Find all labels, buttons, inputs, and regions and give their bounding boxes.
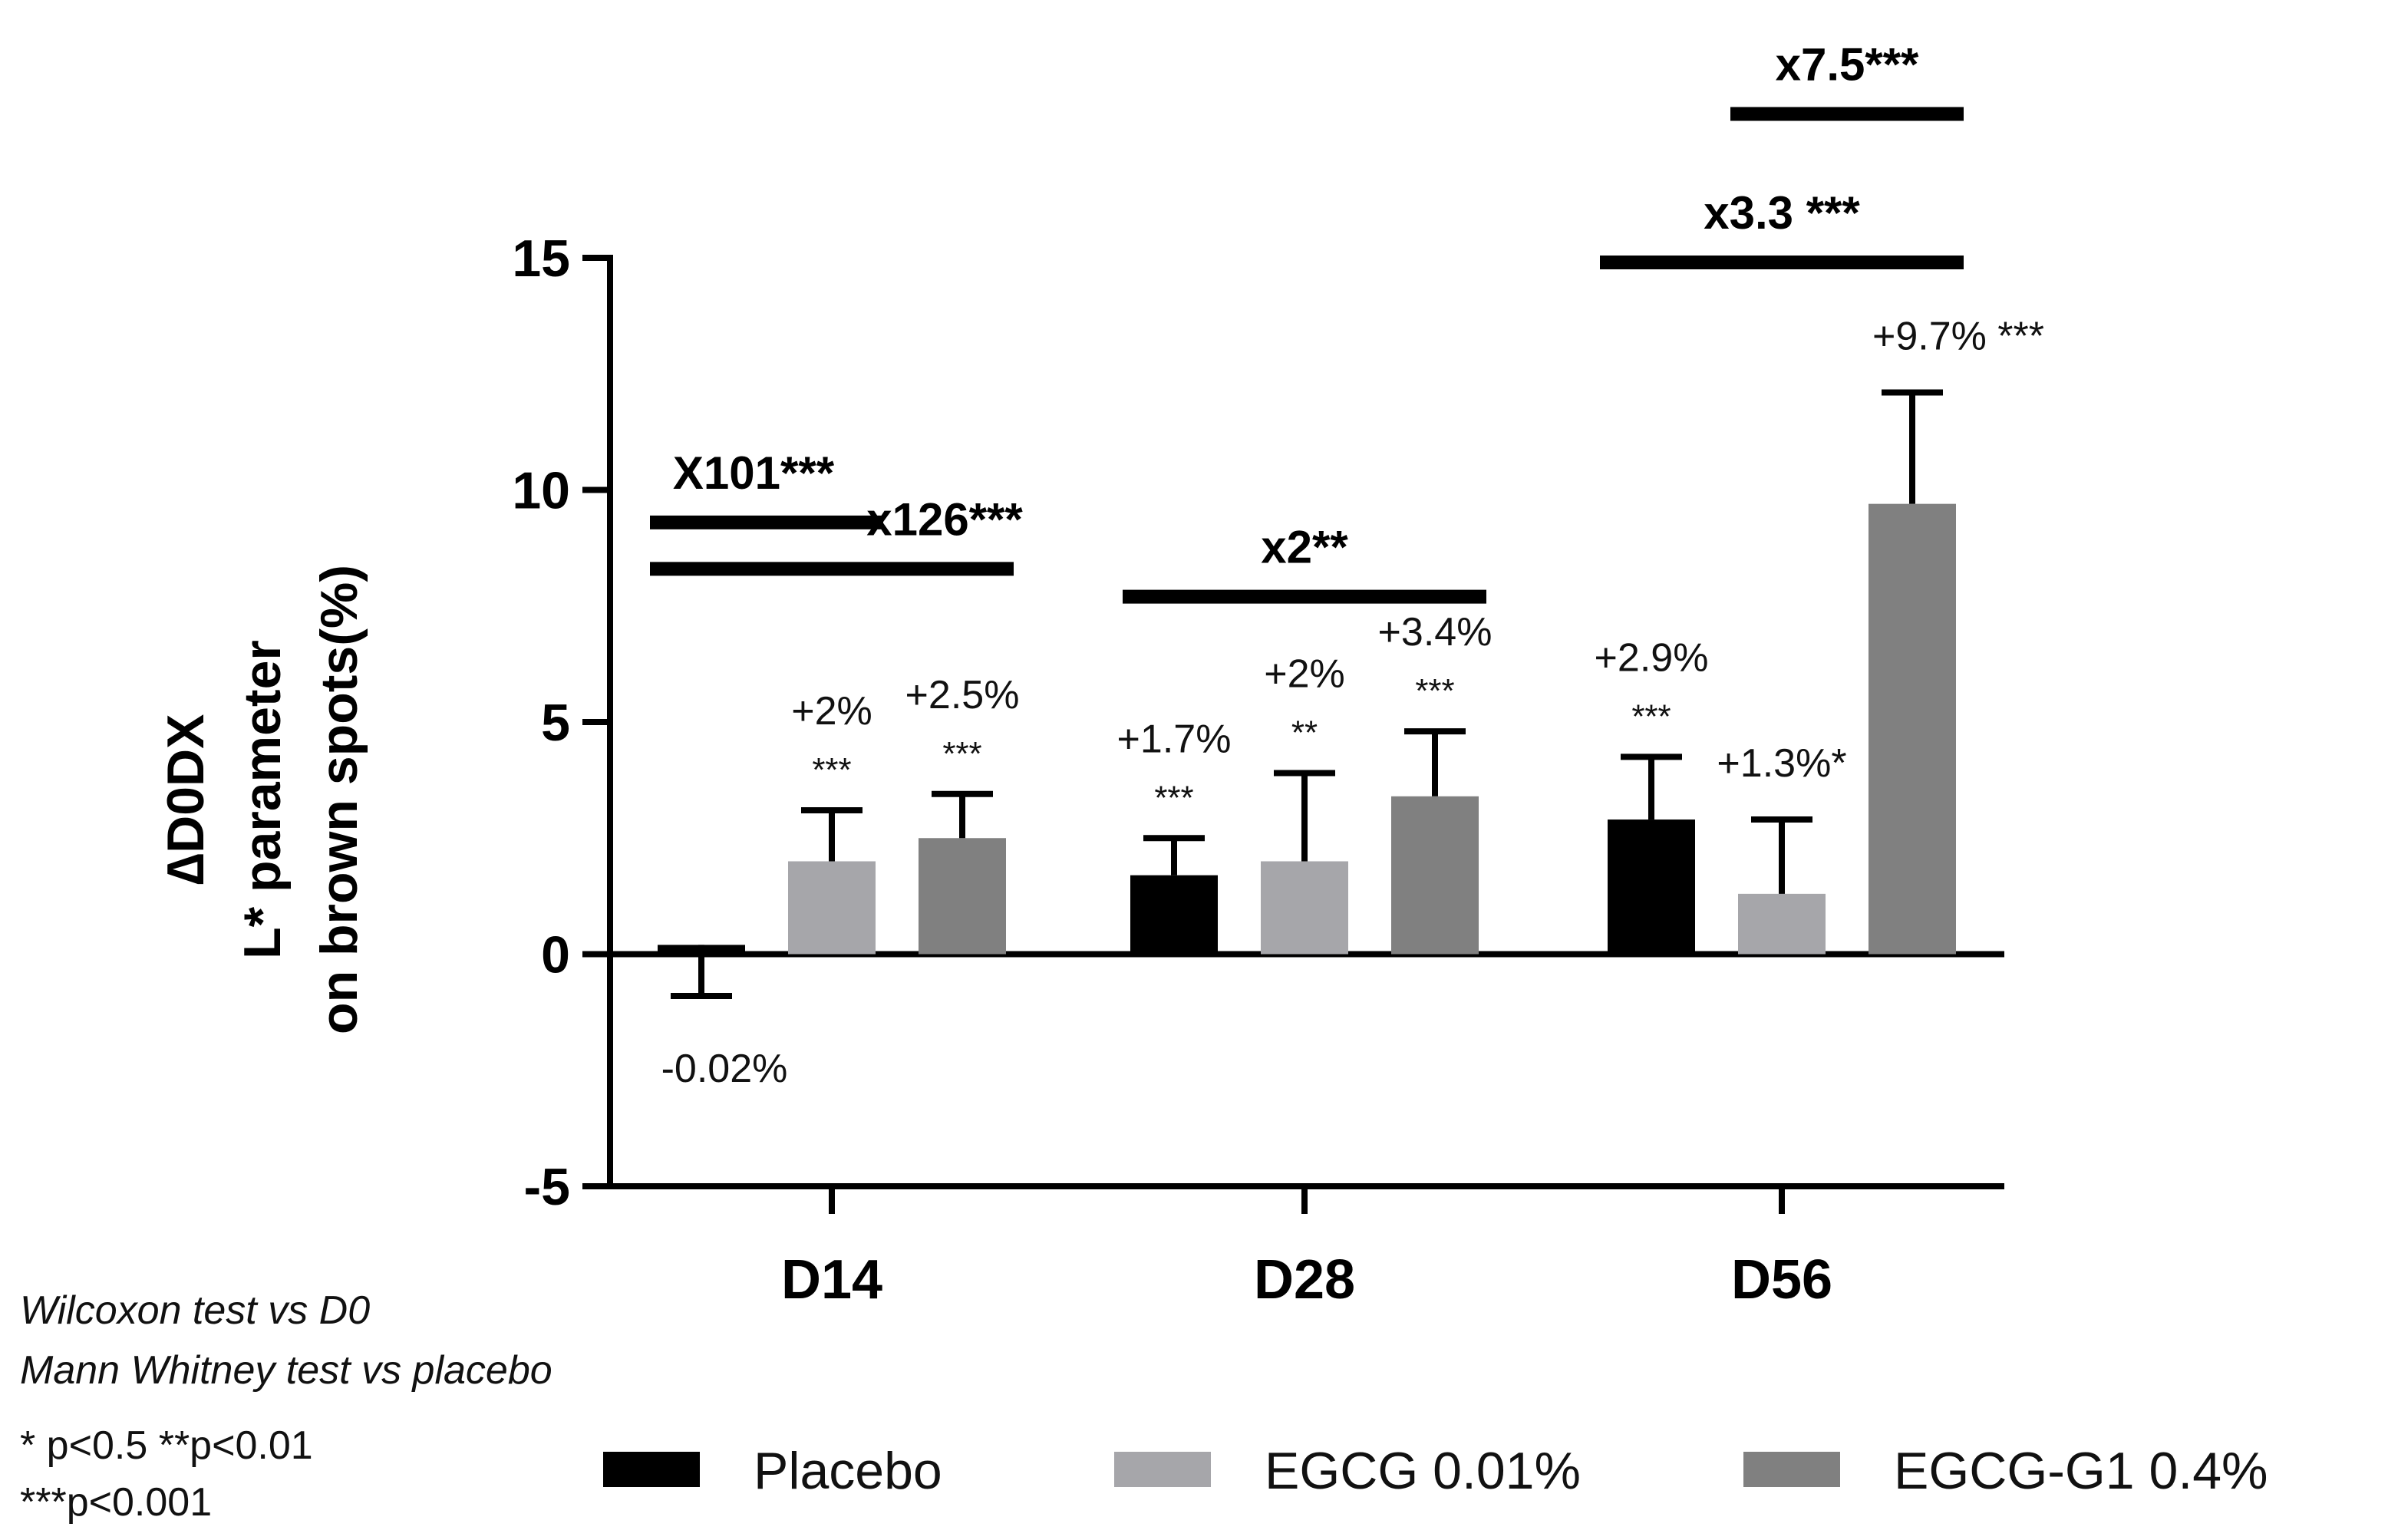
- comparison-label: X101***: [673, 447, 835, 499]
- comparison-label: x2**: [1261, 522, 1348, 573]
- bar-value-label: +3.4%: [1378, 610, 1492, 655]
- bar-egcg-0-01--d28: [1261, 861, 1348, 955]
- x-tick-label-d56: D56: [1731, 1249, 1832, 1311]
- bar-egcg-0-01--d56: [1738, 893, 1826, 955]
- bar-significance-stars: ***: [812, 751, 851, 789]
- bar-value-label: +2%: [1264, 652, 1345, 697]
- plot-area: -5 0 5 10 15 D14 D28 D56 -0.02% +1.7% *** +2.9% *** +…: [512, 38, 2044, 1311]
- bar-value-label: -0.02%: [661, 1047, 788, 1091]
- y-tick-label: 0: [541, 926, 570, 984]
- y-tick-label: 15: [512, 229, 570, 288]
- bar-significance-stars: ***: [942, 735, 981, 773]
- x-tick-label-d28: D28: [1254, 1249, 1355, 1311]
- bar-value-label: +2%: [791, 689, 872, 734]
- bar-placebo-d56: [1608, 819, 1695, 955]
- legend-label-1: EGCG 0.01%: [1265, 1442, 1581, 1500]
- comparison-label: x7.5***: [1776, 38, 1919, 90]
- legend-swatch-0: [603, 1452, 700, 1487]
- bar-value-label: +9.7% ***: [1872, 314, 2044, 358]
- y-axis-label-line-1: ∆D0DX: [157, 714, 215, 885]
- y-tick-label: 10: [512, 462, 570, 520]
- comparison-label: x126***: [866, 493, 1023, 545]
- bar-significance-stars: **: [1291, 714, 1318, 752]
- y-axis-label-line-3: on brown spots(%): [310, 565, 368, 1034]
- legend-label-2: EGCG-G1 0.4%: [1894, 1442, 2268, 1500]
- y-tick-label: 5: [541, 694, 570, 752]
- comparison-label: x3.3 ***: [1704, 187, 1860, 239]
- legend-swatch-2: [1743, 1452, 1840, 1487]
- y-axis-label: ∆D0DX L* parameter on brown spots(%): [157, 565, 368, 1034]
- bar-value-label: +2.9%: [1595, 635, 1709, 680]
- bar-value-label: +1.3%*: [1717, 741, 1846, 786]
- legend-label-0: Placebo: [754, 1442, 942, 1500]
- legend-swatch-1: [1114, 1452, 1211, 1487]
- bar-egcg-0-01--d14: [788, 861, 876, 955]
- y-tick-label: -5: [524, 1158, 570, 1216]
- bar-egcg-g1-0-4--d56: [1869, 503, 1956, 955]
- bar-egcg-g1-0-4--d28: [1391, 796, 1479, 955]
- x-tick-label-d14: D14: [781, 1249, 882, 1311]
- footnote-significance-1: * p<0.5 **p<0.01: [20, 1423, 313, 1468]
- bar-significance-stars: ***: [1415, 672, 1454, 710]
- bar-egcg-g1-0-4--d14: [919, 838, 1006, 955]
- footnote-significance-2: ***p<0.001: [20, 1480, 213, 1525]
- footnote-wilcoxon: Wilcoxon test vs D0: [20, 1288, 371, 1333]
- bar-placebo-d28: [1130, 875, 1218, 955]
- bar-significance-stars: ***: [1154, 779, 1193, 816]
- bar-significance-stars: ***: [1631, 697, 1671, 735]
- y-axis-label-line-2: L* parameter: [233, 640, 292, 959]
- footnote-mann-whitney: Mann Whitney test vs placebo: [20, 1348, 552, 1393]
- bar-value-label: +1.7%: [1117, 717, 1232, 761]
- legend: Placebo EGCG 0.01% EGCG-G1 0.4%: [603, 1442, 2268, 1500]
- bar-value-label: +2.5%: [905, 673, 1020, 717]
